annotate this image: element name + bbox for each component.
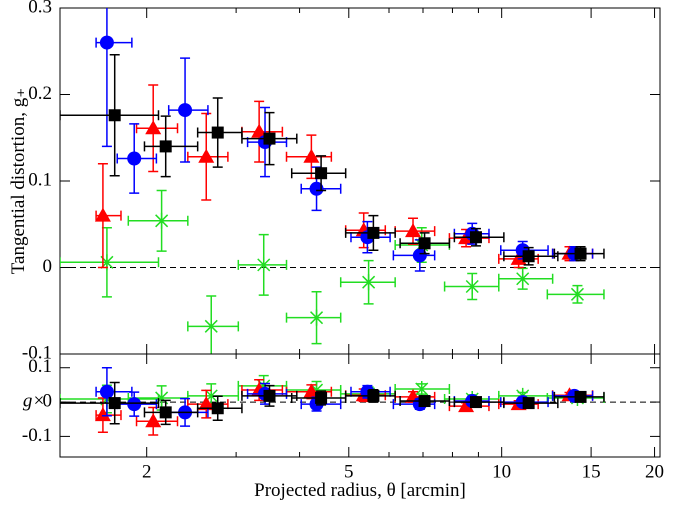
plot-frame [59, 353, 661, 458]
y-error-bar [101, 8, 112, 148]
marker [211, 402, 224, 415]
data-layer [60, 8, 605, 354]
marker [204, 318, 218, 335]
x-tick-label: 2 [142, 461, 152, 482]
marker [263, 389, 276, 402]
x-tick-label: 15 [582, 461, 601, 482]
marker [145, 413, 162, 428]
marker [367, 226, 380, 239]
marker [145, 120, 162, 135]
y-tick-label: -0.1 [22, 425, 52, 446]
marker [469, 231, 482, 244]
y-axis-label: g× [23, 390, 45, 411]
y-tick-label: 0.1 [28, 356, 52, 377]
marker [516, 270, 530, 287]
marker [99, 384, 114, 399]
y-tick-label: 0 [43, 256, 53, 277]
marker [469, 396, 482, 409]
marker [367, 389, 380, 402]
y-tick-label: -0.1 [22, 342, 52, 363]
marker [251, 123, 268, 138]
marker [315, 167, 328, 180]
x-tick-label: 20 [645, 461, 664, 482]
marker [405, 223, 422, 238]
x-axis-label: Projected radius, θ [arcmin] [254, 480, 466, 501]
marker [570, 286, 584, 303]
marker [362, 274, 376, 291]
marker [263, 132, 276, 145]
marker [159, 406, 172, 419]
marker [211, 126, 224, 139]
marker [155, 212, 169, 229]
marker [418, 237, 431, 250]
y-tick-label: 0 [43, 390, 53, 411]
y-tick-label: 0.3 [28, 0, 52, 17]
x-error-bar [237, 259, 288, 270]
marker [127, 151, 142, 166]
marker [178, 103, 193, 118]
marker [412, 248, 427, 263]
marker [108, 397, 121, 410]
marker [257, 256, 271, 273]
marker [458, 398, 475, 413]
x-error-bar [60, 257, 160, 268]
y-tick-label: 0.2 [28, 83, 52, 104]
marker [522, 250, 535, 263]
marker [315, 391, 328, 404]
marker [198, 396, 215, 411]
x-tick-label: 5 [344, 461, 354, 482]
marker [574, 390, 587, 403]
marker [418, 395, 431, 408]
y-axis-label: Tangential distortion, g₊ [8, 88, 29, 275]
x-error-bar [285, 312, 342, 323]
marker [198, 148, 215, 163]
data-layer [60, 366, 605, 436]
marker [465, 278, 479, 295]
marker [159, 140, 172, 153]
marker [415, 381, 429, 398]
y-tick-label: 0.1 [28, 169, 52, 190]
x-error-bar [127, 215, 189, 226]
marker [94, 207, 111, 222]
marker [310, 309, 324, 326]
plot-frame [59, 7, 661, 355]
x-tick-label: 10 [492, 461, 511, 482]
marker [127, 397, 142, 412]
marker [303, 148, 320, 163]
marker [108, 109, 121, 122]
marker [94, 407, 111, 422]
marker [574, 247, 587, 260]
x-error-bar [187, 321, 240, 332]
x-error-bar [546, 289, 605, 300]
x-error-bar [498, 273, 554, 284]
marker [99, 35, 114, 50]
marker [309, 181, 324, 196]
marker [522, 397, 535, 410]
